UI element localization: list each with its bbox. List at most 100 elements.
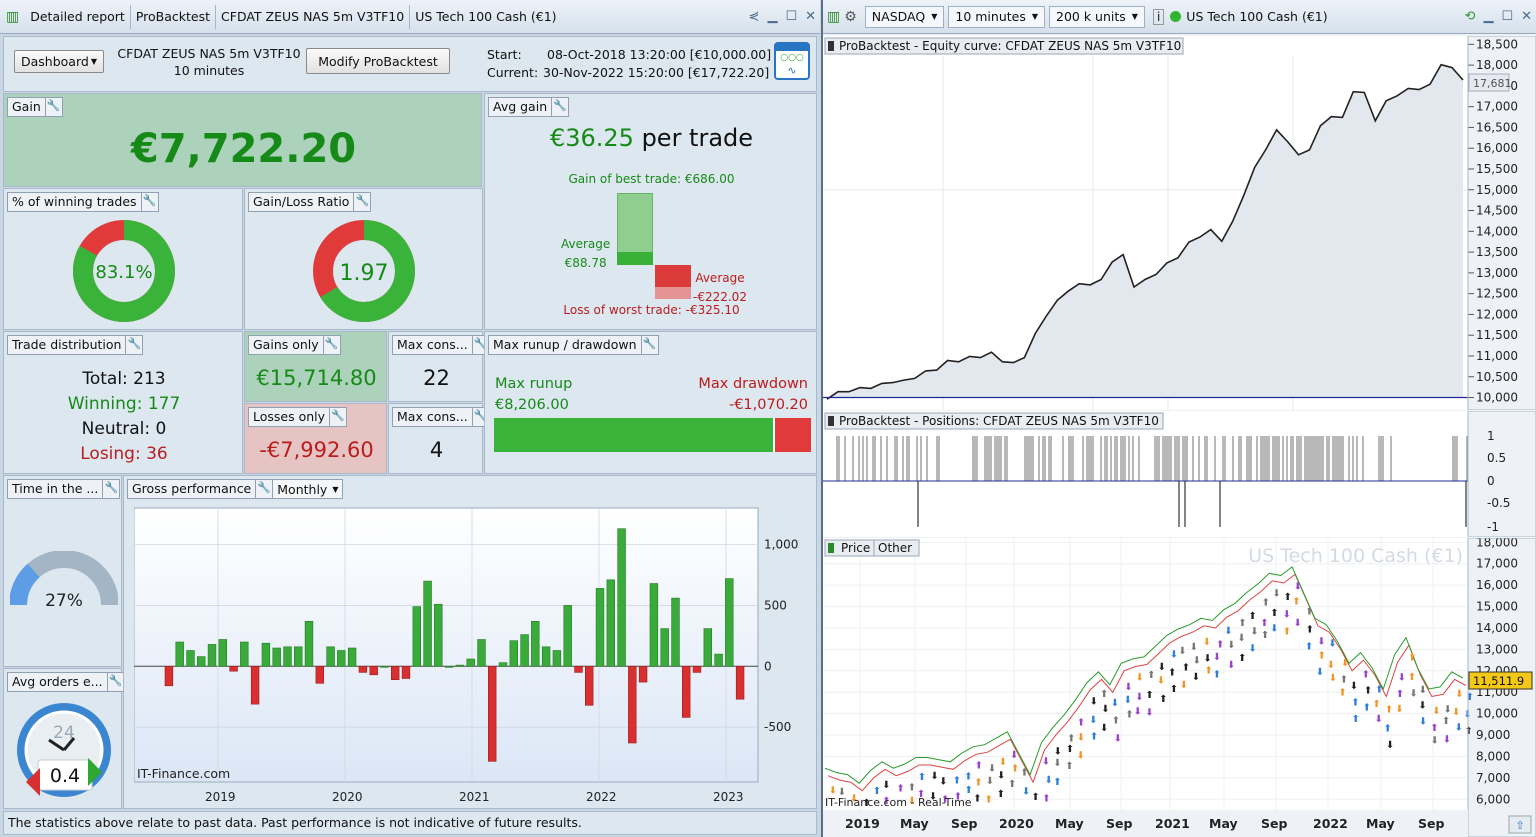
trade-arrow-mark: ⬆ <box>1020 768 1028 779</box>
price-line-green <box>824 566 1464 784</box>
disclaimer-footer: The statistics above relate to past data… <box>3 811 817 835</box>
equity-y-tick: 15,000 <box>1476 183 1518 197</box>
modify-probacktest-button[interactable]: Modify ProBacktest <box>306 48 450 74</box>
panel-icon <box>828 416 834 426</box>
share-icon[interactable]: ⋞ <box>748 9 760 24</box>
best-trade-text: Gain of best trade: €686.00 <box>568 172 735 186</box>
drawdown-value: -€1,070.20 <box>728 397 808 413</box>
price-x-tick: May <box>1209 816 1238 831</box>
gross-bar <box>498 662 508 667</box>
avg-value: €88.78 <box>564 256 607 270</box>
info-icon[interactable]: i <box>1152 8 1165 25</box>
trade-arrow-mark: ⬆ <box>1292 597 1300 608</box>
trade-arrow-mark: ⬇ <box>1327 660 1335 671</box>
tab-probacktest[interactable]: ProBacktest <box>131 4 217 29</box>
minimize-icon[interactable]: ▁ <box>1483 9 1494 24</box>
trade-arrow-mark: ⬇ <box>1227 640 1235 651</box>
chart-window: ▥ ⚙ NASDAQ ▼ 10 minutes ▼ 200 k units ▼ i U… <box>821 0 1536 837</box>
equity-last-value: 17,681 <box>1473 77 1512 90</box>
trade-arrow-mark: ⬆ <box>1270 608 1278 619</box>
wrench-icon[interactable]: 🔧 <box>45 97 63 117</box>
trade-arrow-mark: ⬇ <box>1398 673 1406 684</box>
chevron-down-icon: ▼ <box>931 12 938 21</box>
trade-arrow-mark: ⬇ <box>1237 633 1245 644</box>
trade-arrow-mark: ⬇ <box>1224 626 1232 637</box>
trade-arrow-mark: ⬆ <box>917 789 925 800</box>
trade-arrow-mark: ⬆ <box>1338 688 1346 699</box>
trade-arrow-mark: ⬇ <box>999 757 1007 768</box>
minimize-icon[interactable]: ▁ <box>767 9 778 24</box>
refresh-icon[interactable]: ⟲ <box>1464 9 1476 24</box>
trade-arrow-mark: ⬇ <box>882 780 890 791</box>
trade-arrow-mark: ⬆ <box>1260 618 1268 629</box>
period-select[interactable]: Monthly ▼ <box>272 479 344 499</box>
gross-bar <box>401 666 411 679</box>
price-x-tick: Sep <box>1418 816 1444 831</box>
gain-loss-label: Gain/Loss Ratio <box>248 192 355 212</box>
wrench-icon[interactable]: 🔧 <box>354 192 372 212</box>
gains-only-value: €15,714.80 <box>256 366 377 390</box>
close-icon[interactable]: ✕ <box>1521 9 1532 24</box>
avg-loss-label: Average <box>695 271 745 285</box>
trade-arrow-mark: ⬆ <box>896 784 904 795</box>
time-in-market-tag: Time in the ... 🔧 <box>7 479 121 499</box>
gross-y-tick: 0 <box>764 659 772 673</box>
wrench-icon[interactable]: 🔧 <box>256 479 274 499</box>
equity-y-tick: 12,500 <box>1476 287 1518 301</box>
equity-y-tick: 10,500 <box>1476 370 1518 384</box>
wrench-icon[interactable]: 🔧 <box>141 192 159 212</box>
close-icon[interactable]: ✕ <box>805 9 816 24</box>
trade-arrow-mark: ⬆ <box>1372 699 1380 710</box>
tab-instrument[interactable]: US Tech 100 Cash (€1) <box>415 9 557 24</box>
gain-loss-panel: Gain/Loss Ratio 🔧 1.97 <box>244 188 483 330</box>
market-select[interactable]: NASDAQ ▼ <box>864 5 945 28</box>
trade-arrow-mark: ⬆ <box>1430 723 1438 734</box>
gross-bar <box>638 666 648 683</box>
tab-detailed-report[interactable]: Detailed report <box>25 4 131 29</box>
gross-bar <box>714 653 723 667</box>
detailed-report-window: ▥ Detailed report ProBacktest CFDAT ZEUS… <box>0 0 820 835</box>
price-x-tick: 2022 <box>1313 816 1348 831</box>
maximize-icon[interactable]: ☐ <box>1501 9 1514 24</box>
positions-chart: 1 0.5 0 -0.5 -1 ProBacktest - Positions: CFD… <box>823 411 1536 537</box>
gross-bar <box>229 666 238 672</box>
report-settings-icon[interactable]: ○○○ ∿ <box>774 42 810 80</box>
units-select[interactable]: 200 k units ▼ <box>1049 5 1145 28</box>
wrench-icon[interactable]: 🔧 <box>552 97 570 117</box>
wrench-icon[interactable]: 🔧 <box>107 672 125 692</box>
equity-y-tick: 12,000 <box>1476 307 1518 321</box>
positions-y-tick: -0.5 <box>1487 496 1510 510</box>
price-y-tick: 9,000 <box>1476 728 1510 742</box>
trade-arrow-mark: ⬇ <box>1134 707 1142 718</box>
chart-settings-icon[interactable]: ⚙ <box>844 8 857 25</box>
maximize-icon[interactable]: ☐ <box>785 9 798 24</box>
trade-arrow-mark: ⬇ <box>1042 756 1050 767</box>
winning-pct-label: % of winning trades <box>7 192 142 212</box>
current-value: 30-Nov-2022 15:20:00 [€17,722.20] <box>543 65 770 80</box>
wrench-icon[interactable]: 🔧 <box>103 479 121 499</box>
price-tab[interactable]: Price <box>841 541 870 555</box>
avg-loss-label-group: Average -€222.02 <box>693 269 747 307</box>
trade-arrow-mark: ⬆ <box>1261 630 1269 641</box>
wrench-icon[interactable]: 🔧 <box>330 407 348 427</box>
scroll-top-button[interactable] <box>1508 815 1532 834</box>
trade-arrow-mark: ⬆ <box>1145 690 1153 701</box>
dashboard-select[interactable]: Dashboard ▼ <box>14 50 104 73</box>
tab-strategy[interactable]: CFDAT ZEUS NAS 5m V3TF10 <box>216 4 411 29</box>
trade-arrow-mark: ⬇ <box>1328 638 1336 649</box>
runup-drawdown-bar <box>494 418 811 452</box>
other-tab[interactable]: Other <box>878 541 912 555</box>
wrench-icon[interactable]: 🔧 <box>323 335 341 355</box>
wrench-icon[interactable]: 🔧 <box>126 335 144 355</box>
avg-orders-tag: Avg orders e... 🔧 <box>7 672 125 692</box>
gross-watermark: IT-Finance.com <box>137 766 230 781</box>
trade-arrow-mark: ⬇ <box>1419 685 1427 696</box>
trade-arrow-mark: ⬇ <box>986 776 994 787</box>
trade-arrow-mark: ⬆ <box>862 798 870 809</box>
timeframe-select[interactable]: 10 minutes ▼ <box>948 5 1046 28</box>
gross-bar <box>261 642 271 667</box>
trade-arrow-mark: ⬇ <box>1432 706 1440 717</box>
trade-arrow-mark: ⬇ <box>1145 708 1153 719</box>
wrench-icon[interactable]: 🔧 <box>641 335 659 355</box>
trade-arrow-mark: ⬆ <box>873 786 881 797</box>
